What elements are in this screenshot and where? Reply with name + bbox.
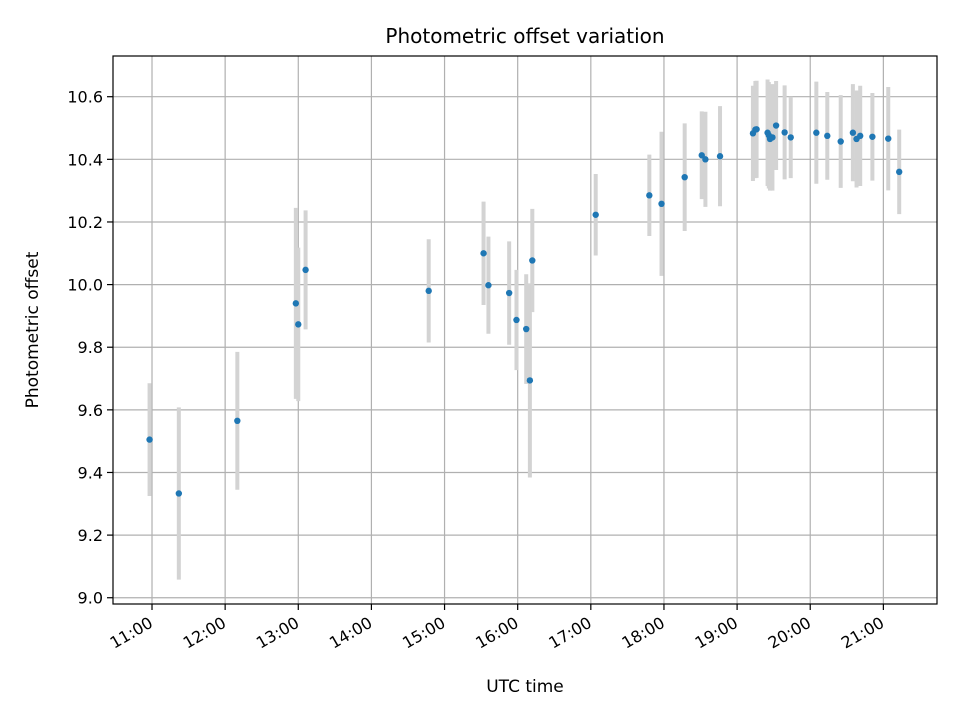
data-point <box>702 156 709 163</box>
y-tick-label: 9.4 <box>78 463 103 482</box>
data-point <box>513 316 520 324</box>
y-tick-label: 10.2 <box>67 213 103 232</box>
data-point <box>146 436 153 443</box>
data-point <box>505 289 513 297</box>
y-tick-label: 9.2 <box>78 526 103 545</box>
data-point <box>849 129 857 136</box>
y-tick-label: 9.8 <box>78 338 103 357</box>
y-tick-label: 10.0 <box>67 276 103 295</box>
data-point <box>526 377 534 384</box>
data-point <box>824 132 831 140</box>
chart-title: Photometric offset variation <box>385 24 664 48</box>
y-tick-label: 9.0 <box>78 589 103 608</box>
data-point <box>425 287 432 295</box>
data-point <box>523 325 530 333</box>
data-point <box>646 192 653 199</box>
data-point <box>787 134 794 141</box>
data-point <box>592 211 599 218</box>
data-point <box>772 122 780 129</box>
y-tick-label: 9.6 <box>78 401 103 420</box>
data-point <box>869 133 876 140</box>
data-point <box>781 129 788 136</box>
data-points <box>146 122 903 497</box>
grid <box>113 56 937 604</box>
data-point <box>681 173 688 181</box>
data-point <box>857 132 864 140</box>
plot-frame <box>112 55 938 605</box>
y-tick-label: 10.6 <box>67 88 103 107</box>
data-point <box>292 300 300 307</box>
data-point <box>885 135 892 142</box>
data-point <box>175 490 183 497</box>
data-point <box>837 138 844 145</box>
data-point <box>813 129 820 136</box>
data-point <box>529 257 536 264</box>
y-axis-title: Photometric offset <box>23 251 43 408</box>
data-point <box>716 153 724 160</box>
data-point <box>753 126 760 133</box>
data-point <box>234 417 241 425</box>
data-point <box>769 134 776 141</box>
x-axis-title: UTC time <box>486 677 564 697</box>
data-point <box>302 266 309 274</box>
data-point <box>480 250 487 257</box>
data-point <box>896 168 903 176</box>
data-point <box>485 282 492 289</box>
data-point <box>295 321 302 328</box>
data-point <box>698 152 705 159</box>
y-tick-label: 10.4 <box>67 150 103 169</box>
y-axis: 9.0 9.2 9.4 9.6 9.8 10.0 10.2 10.4 10.6 <box>67 88 113 608</box>
data-point <box>658 200 665 208</box>
